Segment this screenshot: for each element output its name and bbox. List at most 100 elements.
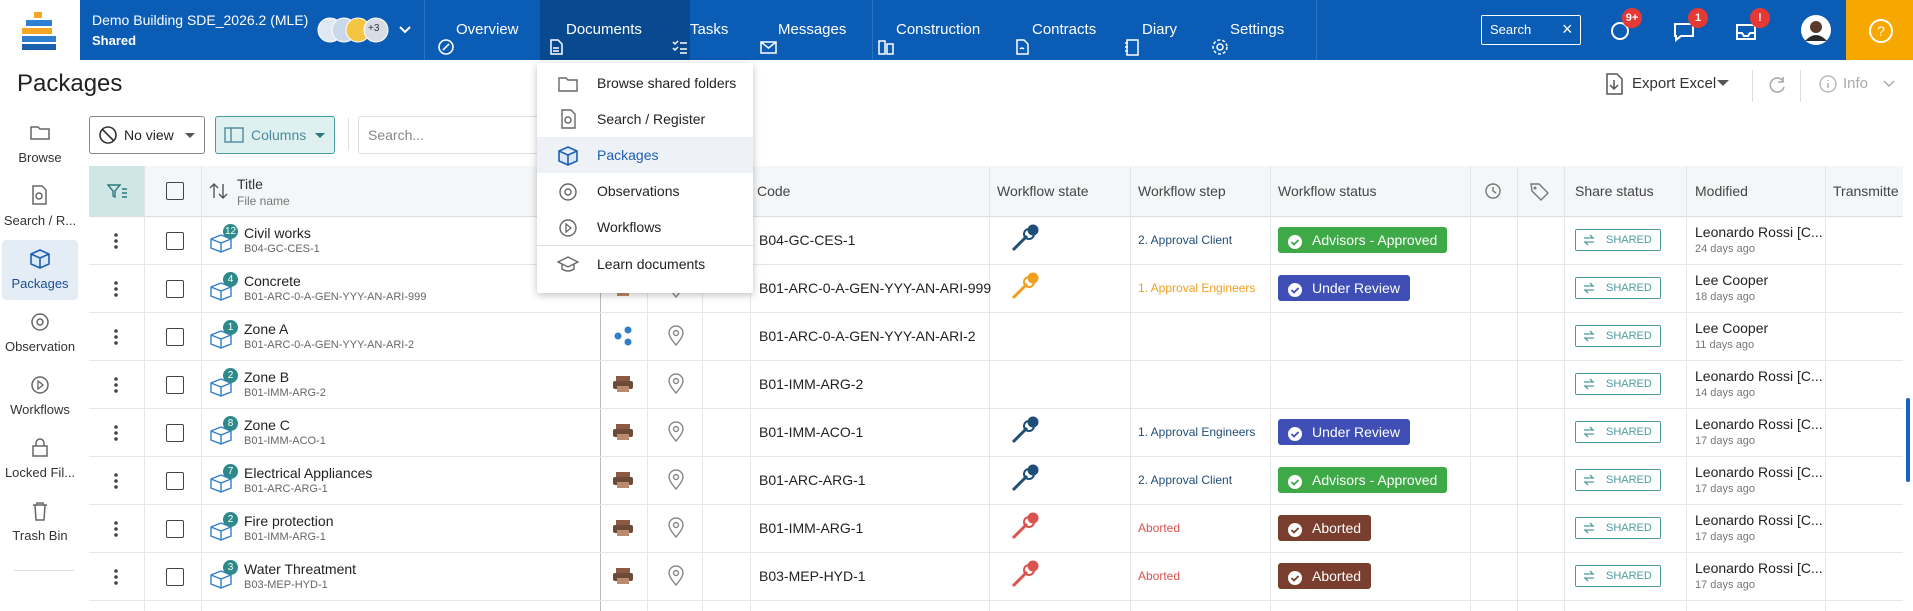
package-title[interactable]: Zone A	[244, 321, 289, 337]
help-icon[interactable]: ?	[1869, 19, 1893, 43]
columns-selector[interactable]: Columns	[215, 116, 335, 154]
sidebar-item[interactable]: Trash Bin	[2, 492, 78, 552]
menu-item[interactable]: Packages	[537, 137, 753, 173]
nav-item[interactable]: Diary	[1116, 0, 1230, 60]
sidebar-item[interactable]: Packages	[2, 240, 78, 300]
table-row[interactable]: 1 Zone A B01-ARC-0-A-GEN-YYY-AN-ARI-2 B01-A…	[89, 312, 1903, 361]
help-area[interactable]: ?	[1846, 0, 1913, 60]
menu-item[interactable]: Observations	[537, 173, 753, 209]
table-row[interactable]: 4 Concrete B01-ARC-0-A-GEN-YYY-AN-ARI-999 B…	[89, 264, 1903, 313]
package-title[interactable]: Fire protection	[244, 513, 334, 529]
share-status[interactable]: SHARED	[1575, 469, 1661, 491]
scrollbar[interactable]	[1906, 398, 1910, 482]
column-workflow-status[interactable]: Workflow status	[1278, 183, 1377, 199]
menu-item[interactable]: Search / Register	[537, 101, 753, 137]
row-checkbox[interactable]	[166, 424, 184, 442]
share-status[interactable]: SHARED	[1575, 229, 1661, 251]
share-status[interactable]: SHARED	[1575, 421, 1661, 443]
package-title[interactable]: Zone C	[244, 417, 290, 433]
search-box[interactable]: Search ×	[1481, 15, 1581, 45]
nav-item[interactable]: Construction	[870, 0, 1032, 60]
status-icon	[1287, 568, 1303, 594]
column-divider	[1564, 166, 1565, 611]
workflow-status[interactable]: Under Review	[1278, 275, 1410, 301]
table-row[interactable]: 8 Zone C B01-IMM-ACO-1 B01-IMM-ACO-1 1. Appr…	[89, 408, 1903, 457]
sidebar-icon	[29, 122, 51, 147]
modified-by: Leonardo Rossi [C...	[1695, 224, 1823, 240]
refresh-icon[interactable]	[1766, 74, 1788, 96]
sidebar-label: Locked Fil...	[4, 465, 76, 480]
nav-item[interactable]: Overview	[430, 0, 566, 60]
project-name[interactable]: Demo Building SDE_2026.2 (MLE)	[92, 12, 309, 28]
share-status[interactable]: SHARED	[1575, 277, 1661, 299]
row-checkbox[interactable]	[166, 328, 184, 346]
table-row[interactable]: 3 Water Threatment B03-MEP-HYD-1 B03-MEP-HY…	[89, 552, 1903, 601]
package-file: B01-IMM-ACO-1	[244, 435, 326, 447]
nav-item[interactable]: Contracts	[1006, 0, 1142, 60]
sidebar-item[interactable]: Browse	[2, 114, 78, 174]
sidebar-item[interactable]: Workflows	[2, 366, 78, 426]
select-all[interactable]	[166, 182, 184, 200]
row-menu	[113, 232, 119, 253]
nav-item[interactable]: Documents	[540, 0, 690, 60]
share-status[interactable]: SHARED	[1575, 517, 1661, 539]
table-row[interactable]: 12 Civil works B04-GC-CES-1 B04-GC-CES-1 2. …	[89, 216, 1903, 265]
row-checkbox[interactable]	[166, 520, 184, 538]
menu-item[interactable]: Browse shared folders	[537, 65, 753, 101]
share-status[interactable]: SHARED	[1575, 565, 1661, 587]
table-row[interactable]: 2 Fire protection B01-IMM-ARG-1 B01-IMM-ARG…	[89, 504, 1903, 553]
workflow-status[interactable]: Under Review	[1278, 419, 1410, 445]
sidebar-item[interactable]: Locked Fil...	[2, 429, 78, 489]
modified-ago: 17 days ago	[1695, 483, 1755, 495]
info-button[interactable]: Info	[1843, 75, 1869, 92]
row-checkbox[interactable]	[166, 472, 184, 490]
search-input[interactable]: Search...	[358, 116, 560, 154]
column-modified[interactable]: Modified	[1695, 183, 1748, 199]
sidebar-item[interactable]: Observation	[2, 303, 78, 363]
nav-item[interactable]: Tasks	[664, 0, 778, 60]
package-icon-svg	[210, 378, 232, 397]
package-title[interactable]: Water Threatment	[244, 561, 357, 577]
nav-item[interactable]: Messages	[752, 0, 896, 60]
column-transmittals[interactable]: Transmitte	[1833, 183, 1899, 199]
share-status[interactable]: SHARED	[1575, 325, 1661, 347]
printer-icon	[611, 518, 635, 541]
menu-item[interactable]: Workflows	[537, 209, 753, 245]
workflow-status[interactable]: Advisors - Approved	[1278, 467, 1448, 493]
table-row[interactable]: 2 Zone B B01-IMM-ARG-2 B01-IMM-ARG-2 SHARED L…	[89, 360, 1903, 409]
package-title[interactable]: Electrical Appliances	[244, 465, 373, 481]
table-row[interactable]: 7 Electrical Appliances B01-ARC-ARG-1 B01-A…	[89, 456, 1903, 505]
package-title[interactable]: Zone B	[244, 369, 290, 385]
column-title[interactable]: Title	[237, 176, 263, 192]
row-checkbox[interactable]	[166, 376, 184, 394]
workflow-status[interactable]: Aborted	[1278, 563, 1372, 589]
row-checkbox[interactable]	[166, 568, 184, 586]
user-avatar[interactable]	[1800, 14, 1832, 46]
column-share-status[interactable]: Share status	[1575, 183, 1654, 199]
column-code[interactable]: Code	[757, 183, 791, 199]
workflow-status[interactable]: Aborted	[1278, 515, 1372, 541]
column-workflow-state[interactable]: Workflow state	[997, 183, 1089, 199]
package-title[interactable]: Civil works	[244, 225, 311, 241]
nav-item[interactable]: Settings	[1204, 0, 1340, 60]
menu-item[interactable]: Learn documents	[537, 246, 753, 282]
sidebar-item[interactable]: Search / R...	[2, 177, 78, 237]
package-icon	[209, 328, 235, 353]
export-button[interactable]: Export Excel	[1632, 75, 1717, 92]
export-caret[interactable]	[1716, 78, 1730, 88]
column-divider	[201, 166, 202, 611]
page-title: Packages	[17, 70, 123, 97]
share-status[interactable]: SHARED	[1575, 373, 1661, 395]
avatars[interactable]	[316, 16, 416, 46]
nav-icon-svg	[760, 41, 777, 54]
workflow-status[interactable]: Advisors - Approved	[1278, 227, 1448, 253]
logo[interactable]	[0, 0, 80, 60]
column-workflow-step[interactable]: Workflow step	[1138, 183, 1226, 199]
row-checkbox[interactable]	[166, 232, 184, 250]
search-clear[interactable]: ×	[1562, 19, 1573, 39]
view-selector[interactable]: No view	[89, 116, 205, 154]
package-title[interactable]: Concrete	[244, 273, 301, 289]
row-checkbox[interactable]	[166, 280, 184, 298]
column-file-name[interactable]: File name	[237, 194, 290, 208]
sidebar-label: Packages	[11, 276, 69, 291]
